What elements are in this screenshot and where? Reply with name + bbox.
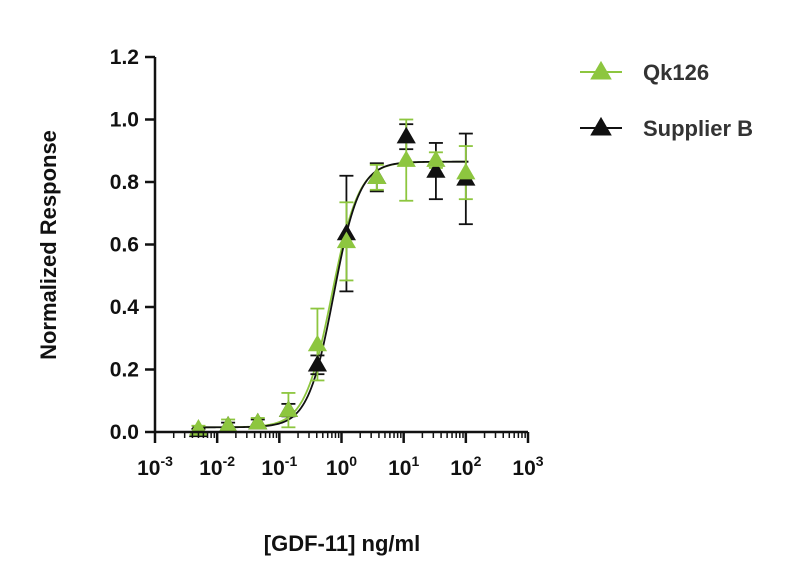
y-tick-label: 0.4 — [110, 296, 140, 319]
y-tick-label: 0.0 — [110, 421, 139, 444]
data-points — [188, 126, 476, 438]
data-point-marker — [396, 126, 416, 144]
legend: Qk126 Supplier B — [580, 60, 753, 141]
data-point-marker — [307, 354, 328, 372]
y-axis-title: Normalized Response — [36, 130, 61, 360]
fit-curves — [192, 160, 469, 429]
legend-label: Supplier B — [643, 116, 753, 141]
x-tick-label: 103 — [512, 453, 543, 480]
data-point-marker — [248, 412, 268, 430]
x-tick-label: 10-1 — [261, 453, 297, 480]
x-tick-label: 100 — [326, 453, 357, 480]
data-point-marker — [307, 334, 328, 352]
y-tick-label: 0.2 — [110, 359, 139, 382]
data-point-marker — [396, 150, 416, 167]
legend-item: Qk126 — [580, 60, 709, 85]
x-tick-label: 102 — [450, 453, 481, 480]
legend-marker — [590, 60, 612, 80]
legend-marker — [590, 116, 612, 136]
data-point-marker — [456, 162, 476, 180]
data-point-marker — [218, 415, 238, 433]
data-point-marker — [426, 150, 446, 167]
y-tick-label: 0.6 — [110, 234, 139, 257]
x-tick-label: 10-2 — [199, 453, 235, 480]
data-point-marker — [336, 231, 357, 249]
x-tick-label: 101 — [388, 453, 419, 480]
x-axis-title: [GDF-11] ng/ml — [264, 531, 420, 556]
data-point-marker — [426, 161, 446, 178]
x-tick-label: 10-3 — [137, 453, 173, 480]
data-point-marker — [278, 400, 299, 417]
fit-curve — [192, 160, 469, 429]
data-point-marker — [367, 167, 387, 185]
y-tick-label: 0.8 — [110, 171, 140, 194]
axes: 0.0 0.2 0.4 0.6 0.8 1.0 1.2 10-3 10-2 10-1 100 101 1… — [110, 46, 544, 480]
legend-item: Supplier B — [580, 116, 753, 141]
y-tick-label: 1.2 — [110, 46, 139, 69]
legend-label: Qk126 — [643, 60, 709, 85]
y-tick-label: 1.0 — [110, 109, 139, 132]
fit-curve — [192, 160, 469, 429]
